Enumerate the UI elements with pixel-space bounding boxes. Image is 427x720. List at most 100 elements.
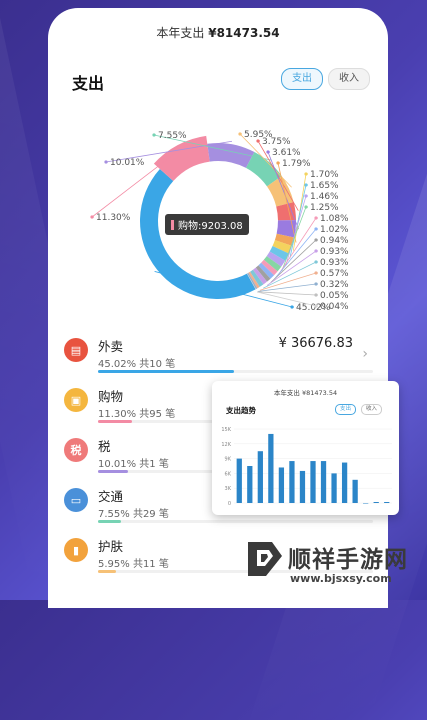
year-total-amount: ¥81473.54 [208,26,280,40]
category-meta: 11.30% 共95 笔 [98,409,176,420]
category-name: 税 [98,439,111,454]
popup-tab-income[interactable]: 收入 [361,404,383,415]
trend-bar [331,473,337,503]
phone-card: 本年支出 ¥81473.54 支出 支出 收入 45.02% 11.30% 10.0… [48,8,388,608]
trend-bar [352,479,358,503]
donut-slice[interactable] [245,152,282,187]
trend-bar [310,461,316,503]
slice-leader-dot [314,249,318,253]
donut-slice[interactable] [139,169,256,299]
slice-percent-label: 1.70% [310,170,339,180]
category-row[interactable]: ▮ 护肤 5.95% 共11 笔 [48,528,388,578]
donut-slice[interactable] [248,271,260,289]
trend-bar [320,461,327,503]
trend-bar [278,467,285,503]
slice-percent-label: 1.65% [310,181,339,191]
y-tick-label: 15K [221,427,231,433]
donut-slice[interactable] [266,175,294,207]
donut-slice[interactable] [272,240,292,254]
progress-bar [98,470,129,473]
y-tick-label: 12K [221,442,231,448]
y-tick-label: 9K [225,457,232,463]
slice-percent-label: 3.61% [272,148,301,158]
slice-percent-label: 5.95% [244,130,273,140]
slice-percent-label: 0.93% [320,258,349,268]
donut-slice[interactable] [258,262,275,279]
trend-bar [289,461,295,503]
trend-bar [299,470,306,503]
donut-slice[interactable] [252,267,268,285]
takeout-icon: ▤ [64,338,88,362]
slice-percent-label: 0.32% [320,280,349,290]
category-meta: 10.01% 共1 笔 [98,459,169,470]
skincare-icon: ▮ [64,538,88,562]
donut-slice[interactable] [263,256,282,272]
progress-bar [98,520,121,523]
trend-bar [257,451,263,503]
progress-bar [98,570,116,573]
donut-slice[interactable] [276,202,296,221]
chevron-right-icon[interactable]: › [362,346,368,362]
expense-donut-chart[interactable]: 45.02%11.30%10.01%7.55% 5.95%3.75%3.61%1.… [48,8,388,318]
category-list: ▤ 外卖 45.02% 共10 笔 ¥ 36676.83 › ▣ 购物 11.30% 共95 … [48,328,388,578]
tab-expense[interactable]: 支出 [281,68,323,90]
trend-bar [341,462,348,503]
slice-leader-dot [314,260,318,264]
category-row[interactable]: ▭ 交通 7.55% 共29 笔 [48,478,388,528]
donut-slice[interactable] [274,233,295,246]
slice-leader-line [257,291,318,307]
category-amount: ¥ 36676.83 [278,336,353,351]
category-name: 购物 [98,389,124,404]
progress-bar [98,370,235,373]
popup-tab-expense[interactable]: 支出 [335,404,357,415]
category-meta: 5.95% 共11 笔 [98,559,169,570]
trend-chart-popup[interactable]: 本年支出 ¥81473.54 支出趋势 支出 收入 0 3K 6K 9K 12K 15K [212,381,399,515]
slice-leader-dot [314,293,318,297]
chart-tooltip: 购物:9203.08 [165,214,249,235]
tax-icon: 税 [64,438,88,462]
slice-leader-dot [90,215,94,219]
slice-percent-label: 11.30% [96,213,131,223]
donut-slice[interactable] [276,220,296,238]
progress-track [98,520,373,523]
slice-leader-dot [104,160,108,164]
donut-slice[interactable] [269,246,289,261]
slice-percent-label: 3.75% [262,137,291,147]
category-meta: 7.55% 共29 笔 [98,509,169,520]
slice-leader-dot [314,282,318,286]
tooltip-swatch [171,220,174,230]
donut-slice[interactable] [261,259,278,276]
donut-slice[interactable] [247,272,258,290]
watermark-text: 顺祥手游网 [288,547,408,573]
slice-percent-label: 1.08% [320,214,349,224]
watermark-url: www.bjsxsy.com [290,572,392,585]
donut-slice[interactable] [255,265,271,282]
watermark: 顺祥手游网 www.bjsxsy.com [242,532,427,600]
donut-slice[interactable] [207,143,255,168]
slice-leader-dot [304,172,308,176]
bus-icon: ▭ [64,488,88,512]
trend-bar [363,503,369,504]
popup-title: 支出趋势 [226,406,256,415]
slice-percent-label: 0.94% [320,236,349,246]
progress-track [98,570,373,573]
donut-slice[interactable] [246,273,256,290]
slice-leader-dot [238,132,242,136]
watermark-logo-icon [248,542,282,576]
tab-income[interactable]: 收入 [328,68,370,90]
slice-percent-label: 1.25% [310,203,339,213]
donut-slice[interactable] [266,251,286,267]
shopping-icon: ▣ [64,388,88,412]
tooltip-text: 购物:9203.08 [178,221,243,232]
slice-percent-label: 45.02% [296,303,331,313]
slice-percent-label: 0.57% [320,269,349,279]
donut-slice[interactable] [247,273,256,290]
slice-leader-dot [256,139,260,143]
slice-leader-dot [314,271,318,275]
slice-leader-dot [266,150,270,154]
category-name: 交通 [98,489,124,504]
category-row[interactable]: ▤ 外卖 45.02% 共10 笔 ¥ 36676.83 › [48,328,388,378]
y-tick-label: 6K [225,471,232,477]
trend-bar [236,458,242,503]
donut-slice[interactable] [250,269,264,287]
